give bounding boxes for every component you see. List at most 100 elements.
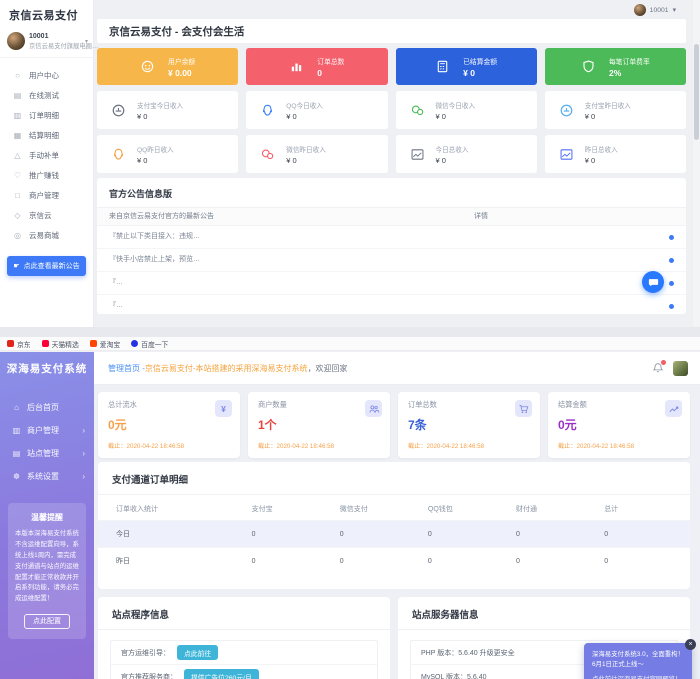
announcement-title: 官方公告信息版 [97,178,686,208]
user-name: 10001 [29,32,49,40]
income-text: 今日总收入 ¥ 0 [436,144,469,165]
sidebar-item-label: 用户中心 [29,70,59,80]
stat-label: 用户余额 [168,58,196,66]
dot-icon[interactable] [669,258,674,263]
topbar-user-chip[interactable]: 10001 ▾ [633,4,676,16]
stat-value: 0元 [108,418,127,432]
announcement-text: 『… [109,279,123,286]
sidebar-item-merchants[interactable]: ▥ 商户管理 › [0,419,94,442]
brand-title: 深海易支付系统 [6,363,88,375]
bell-icon[interactable] [652,360,666,374]
panel-title: 站点程序信息 [98,597,390,630]
channel-table-panel: 支付通道订单明细 订单收入统计 支付宝 微信支付 QQ钱包 财付通 总计 今日 … [98,462,690,589]
notification-toast: × 深海易支付系统3.0，全面重构！6月1日正式上线～ 点此前往深海易支付官网预… [584,639,696,679]
merchant-icon: □ [15,190,20,200]
sidebar-item-user-center[interactable]: ○ 用户中心 [0,65,93,85]
heart-icon: ♡ [13,170,22,180]
stat-value: ¥ 0.00 [168,67,192,78]
dot-icon[interactable] [669,304,674,309]
calculator-icon [435,59,450,74]
income-card-grid: 支付宝今日收入 ¥ 0 QQ今日收入 ¥ 0 微信今日收入 ¥ 0 支付宝昨日收入 ¥ … [97,91,686,173]
stat-label: 订单总数 [408,400,437,409]
user-profile[interactable]: 10001 京信云易支付旗舰电圈… ▾ [0,23,98,58]
chevron-down-icon[interactable]: ▾ [84,38,88,45]
sidebar-item-manual-order[interactable]: △ 手动补单 [0,145,93,165]
income-card: 微信今日收入 ¥ 0 [395,91,537,129]
toast-link[interactable]: 点此前往深海易支付官网预览！ [592,675,684,679]
sidebar-item-settings[interactable]: ☸ 系统设置 › [0,465,94,488]
cell: 0 [427,530,432,538]
column-header: QQ钱包 [427,506,453,513]
income-value: ¥ 0 [584,111,596,121]
cell: 0 [427,557,432,565]
chat-fab-button[interactable] [642,271,664,293]
dot-icon[interactable] [669,235,674,240]
info-text: MySQL 版本：5.6.40 [421,673,487,679]
stat-value: 7条 [408,418,427,432]
dot-icon[interactable] [669,281,674,286]
brand-title: 京信云易支付 [9,10,78,22]
sidebar-item-promotion[interactable]: ♡ 推广赚钱 [0,165,93,185]
stat-card-row: 用户余额 ¥ 0.00 订单总数 0 [97,48,686,85]
avatar[interactable] [673,360,688,376]
reminder-card: 温馨提醒 本版本深海易支付系统不含运维配置向导，系统上线1周内，需完成支付通道与… [8,503,86,640]
bookmark-jd[interactable]: 京东 [7,339,31,349]
breadcrumb[interactable]: 管理首页 - [108,363,145,373]
announcement-row[interactable]: 『… [97,295,686,314]
bookmark-taobao[interactable]: 爱淘宝 [89,339,120,349]
announcement-row[interactable]: 『快手小店禁止上架，预览… [97,249,686,272]
income-label: 微信今日收入 [435,102,476,110]
announcement-row[interactable]: 『禁止以下类目接入：违规… [97,226,686,249]
sidebar-item-order-detail[interactable]: ▥ 订单明细 [0,105,93,125]
sidebar-item-site[interactable]: ▤ 站点管理 › [0,442,94,465]
page-title: 京信云易支付 - 会支付会生活 [97,19,686,43]
column-header: 总计 [604,506,619,513]
info-label: 官方推荐服务商： [121,673,177,679]
stat-text: 已结算金额 ¥ 0 [463,56,497,78]
close-icon[interactable]: × [685,639,696,650]
info-row: 官方推荐服务商： 提供广告位260元/月 [111,665,377,679]
announcement-row[interactable]: 『… [97,272,686,295]
income-text: 支付宝昨日收入 ¥ 0 [585,100,631,121]
chevron-right-icon: › [82,449,85,458]
sidebar-item-merchant[interactable]: □ 商户管理 [0,185,93,205]
top-dashboard: 京信云易支付 10001 京信云易支付旗舰电圈… ▾ ○ 用户中心 ▤ 在线测试 ▥… [0,0,700,327]
sidebar-item-home[interactable]: ⌂ 后台首页 [0,396,94,419]
sidebar-item-online-test[interactable]: ▤ 在线测试 [0,85,93,105]
header-actions [652,360,688,376]
sidebar-item-jingxin-cloud[interactable]: ◇ 京信云 [0,205,93,225]
sidebar-item-label: 后台首页 [27,403,59,412]
bookmark-baidu[interactable]: 百度一下 [131,339,168,349]
go-button[interactable]: 点此前往 [177,645,219,660]
stat-card-row: 总计流水 ¥ 0元 截止：2020-04-22 18:46:58 商户数量 1个… [98,392,690,458]
announcement-text: 『禁止以下类目接入：违规… [109,233,200,240]
income-card: 今日总收入 ¥ 0 [395,135,537,173]
wechat-icon [410,103,425,118]
order-icon: ▥ [13,110,22,120]
info-row: PHP 版本：5.6.40 升级更安全 [411,641,677,665]
bookmark-tmall[interactable]: 天猫精选 [41,339,79,349]
detail-link[interactable]: 详情 [473,213,488,220]
stat-value: 2% [608,67,622,78]
announcement-source: 来自京信云易支付官方的最新公告 [109,213,214,220]
stat-card-settled: 已结算金额 ¥ 0 [395,48,537,85]
notice-button-label: 点此查看最新公告 [23,263,80,270]
cloud-icon: ◇ [14,210,21,220]
sidebar-item-label: 系统设置 [27,472,59,481]
sidebar-item-cloud-mall[interactable]: ◎ 云易商城 [0,225,93,245]
scrollbar-thumb[interactable] [694,44,699,140]
panel-title: 站点服务器信息 [398,597,690,630]
manual-icon: △ [14,150,21,160]
top-main: 10001 ▾ 京信云易支付 - 会支付会生活 用户余额 ¥ 0.00 [94,0,700,327]
program-info-panel: 站点程序信息 官方运维引导： 点此前往 官方推荐服务商： 提供广告位260元/月… [98,597,390,679]
stat-value: 0元 [558,418,577,432]
trend-up-icon [665,400,682,417]
cell: 0 [339,557,344,565]
latest-announcement-button[interactable]: ☛ 点此查看最新公告 [7,256,86,276]
configure-button[interactable]: 点此配置 [24,614,70,630]
stat-card-merchant-count: 商户数量 1个 截止：2020-04-22 18:46:58 [248,392,390,458]
ad-button[interactable]: 提供广告位260元/月 [184,669,259,679]
income-text: 支付宝今日收入 ¥ 0 [137,100,183,121]
sidebar-item-settle-detail[interactable]: ▦ 结算明细 [0,125,93,145]
income-label: 微信昨日收入 [286,146,326,154]
